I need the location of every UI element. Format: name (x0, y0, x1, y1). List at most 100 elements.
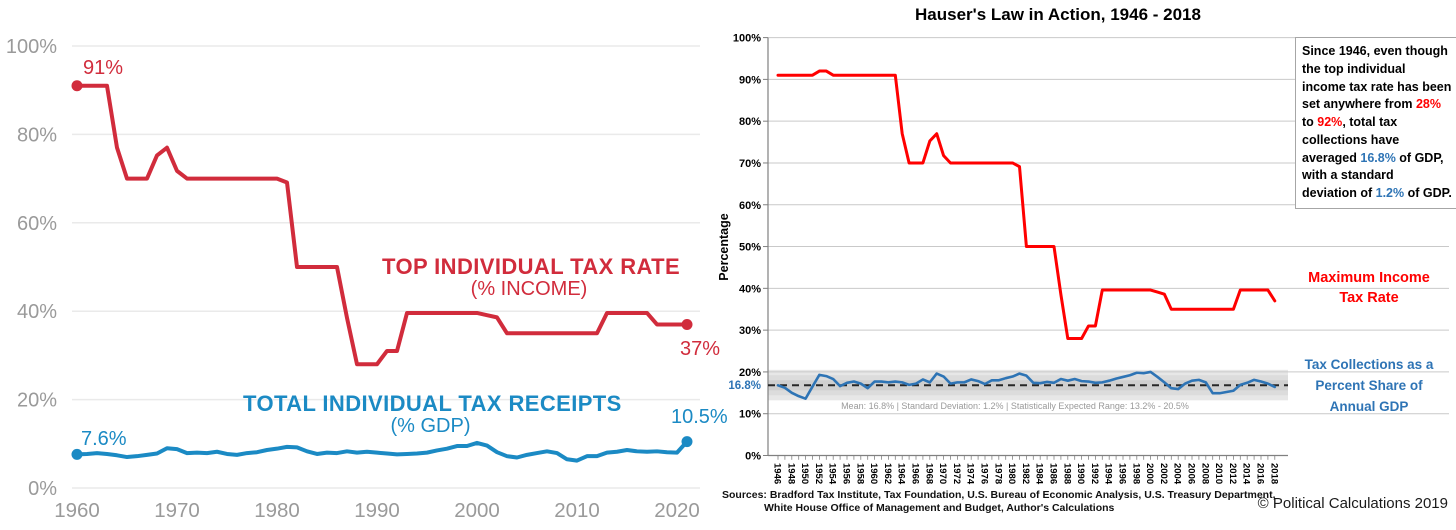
svg-text:1950: 1950 (799, 463, 810, 484)
legend-line: Maximum Income (1308, 270, 1430, 286)
annotation-textbox: Since 1946, even though the top individu… (1295, 37, 1456, 209)
svg-text:1994: 1994 (1103, 463, 1114, 485)
svg-text:1980: 1980 (254, 499, 300, 522)
static-chart-texts: Percentage Mean: 16.8% | Standard Deviat… (717, 213, 1189, 411)
svg-text:1952: 1952 (813, 463, 824, 484)
svg-text:1984: 1984 (1034, 463, 1045, 485)
svg-text:1972: 1972 (951, 463, 962, 484)
svg-text:80%: 80% (17, 124, 57, 146)
legend-maximum-income-tax-rate: Maximum Income Tax Rate (1287, 268, 1451, 309)
svg-text:20%: 20% (739, 367, 761, 379)
svg-text:70%: 70% (739, 158, 761, 170)
sources-line-2: White House Office of Management and Bud… (764, 502, 1115, 514)
textbox-segment: 92% (1317, 115, 1343, 129)
left-red-end-annotation: 37% (680, 338, 721, 360)
svg-text:0%: 0% (28, 478, 57, 500)
sources-line-1: Sources: Bradford Tax Institute, Tax Fou… (722, 489, 1276, 501)
svg-text:50%: 50% (739, 242, 761, 254)
svg-text:2008: 2008 (1199, 463, 1210, 484)
svg-text:60%: 60% (17, 213, 57, 235)
svg-text:2004: 2004 (1172, 463, 1183, 485)
svg-text:1946: 1946 (772, 463, 783, 484)
svg-text:1976: 1976 (979, 463, 990, 484)
textbox-segment: 1.2% (1375, 186, 1405, 200)
textbox-segment: to (1302, 115, 1318, 129)
svg-text:1990: 1990 (1075, 463, 1086, 484)
svg-text:2002: 2002 (1158, 463, 1169, 484)
svg-text:1966: 1966 (910, 463, 921, 484)
svg-text:0%: 0% (745, 451, 761, 463)
svg-text:2018: 2018 (1268, 463, 1279, 484)
left-chart-grid: 0% 20% 40% 60% 80% 100% 1960 1970 1980 1990 2000 20… (6, 36, 700, 522)
svg-text:100%: 100% (6, 36, 57, 58)
mean-axis-label: 16.8% (728, 380, 761, 392)
mean-band-caption: Mean: 16.8% | Standard Deviation: 1.2% |… (841, 401, 1189, 411)
svg-text:40%: 40% (17, 301, 57, 323)
svg-text:1970: 1970 (154, 499, 200, 522)
svg-text:30%: 30% (739, 325, 761, 337)
svg-text:1954: 1954 (827, 463, 838, 485)
svg-text:2000: 2000 (454, 499, 500, 522)
left-blue-end-annotation: 10.5% (671, 406, 728, 428)
left-red-series-title: TOP INDIVIDUAL TAX RATE (382, 254, 681, 279)
svg-text:1970: 1970 (937, 463, 948, 484)
svg-text:1978: 1978 (992, 463, 1003, 484)
svg-text:60%: 60% (739, 200, 761, 212)
svg-text:1996: 1996 (1117, 463, 1128, 484)
textbox-segment: Since 1946, even though the top individu… (1302, 44, 1452, 112)
svg-text:1992: 1992 (1089, 463, 1100, 484)
svg-text:90%: 90% (739, 74, 761, 86)
textbox-segment: 28% (1415, 97, 1441, 112)
legend-line: Tax Rate (1339, 290, 1399, 307)
svg-text:2000: 2000 (1144, 463, 1155, 484)
left-red-start-annotation: 91% (83, 57, 124, 79)
svg-text:1962: 1962 (882, 463, 893, 484)
svg-text:1968: 1968 (923, 463, 934, 484)
svg-text:40%: 40% (739, 283, 761, 295)
svg-text:1974: 1974 (965, 463, 976, 485)
textbox-segment: of GDP. (1404, 186, 1452, 200)
svg-text:2014: 2014 (1241, 463, 1252, 485)
svg-text:2010: 2010 (1213, 463, 1224, 484)
right-chart-series (776, 69, 1277, 400)
textbox-segment: , total tax collections have averaged (1302, 115, 1400, 165)
copyright-notice: © Political Calculations 2019 (1257, 495, 1448, 512)
svg-text:1948: 1948 (785, 463, 796, 484)
svg-text:1960: 1960 (868, 463, 879, 484)
svg-text:1990: 1990 (354, 499, 400, 522)
svg-text:1982: 1982 (1020, 463, 1031, 484)
legend-tax-collections-gdp: Tax Collections as a Percent Share of Annu… (1287, 355, 1451, 418)
svg-text:100%: 100% (733, 33, 761, 45)
svg-text:10%: 10% (739, 409, 761, 421)
legend-line: Annual GDP (1329, 398, 1409, 414)
svg-text:1960: 1960 (54, 499, 100, 522)
textbox-segment: 16.8% (1360, 150, 1396, 165)
svg-text:1988: 1988 (1061, 463, 1072, 484)
svg-text:1986: 1986 (1048, 463, 1059, 484)
svg-text:2016: 2016 (1255, 463, 1266, 484)
right-chart-grid: 0% 10% 20% 30% 40% 50% 60% 70% 80% 90% 100% 1946 194… (733, 33, 1449, 485)
svg-text:80%: 80% (739, 116, 761, 128)
right-y-axis-title: Percentage (717, 213, 731, 280)
svg-text:2020: 2020 (654, 499, 700, 522)
svg-text:1998: 1998 (1130, 463, 1141, 484)
legend-line: Tax Collections as a (1304, 357, 1434, 372)
svg-text:1964: 1964 (896, 463, 907, 485)
svg-text:2006: 2006 (1186, 463, 1197, 484)
svg-text:1958: 1958 (854, 463, 865, 484)
legend-line: Percent Share of (1315, 377, 1423, 393)
left-blue-start-annotation: 7.6% (81, 428, 127, 450)
left-red-series-subtitle: (% INCOME) (470, 278, 588, 300)
left-blue-series-title: TOTAL INDIVIDUAL TAX RECEIPTS (243, 391, 622, 416)
svg-text:1980: 1980 (1006, 463, 1017, 484)
textbox-segment: of GDP, with a standard deviation of (1302, 150, 1444, 201)
svg-text:2010: 2010 (554, 499, 600, 522)
right-chart-title: Hauser's Law in Action, 1946 - 2018 (915, 5, 1201, 24)
svg-text:2012: 2012 (1227, 463, 1238, 484)
svg-text:1956: 1956 (841, 463, 852, 484)
left-chart-series (71, 80, 693, 463)
left-blue-series-subtitle: (% GDP) (390, 415, 471, 437)
svg-text:20%: 20% (17, 390, 57, 412)
